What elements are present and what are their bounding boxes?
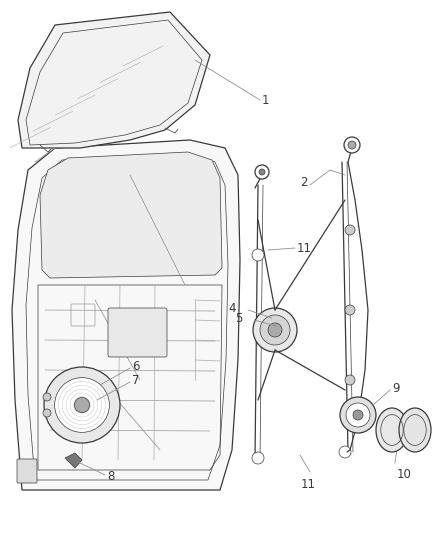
Circle shape [259,169,265,175]
Circle shape [43,409,51,417]
Text: 1: 1 [262,93,269,107]
Text: 10: 10 [397,468,412,481]
Circle shape [345,375,355,385]
Text: 7: 7 [132,374,139,386]
Text: 2: 2 [300,176,308,190]
Circle shape [44,367,120,443]
Ellipse shape [399,408,431,452]
Circle shape [353,410,363,420]
Ellipse shape [376,408,408,452]
Circle shape [345,305,355,315]
Polygon shape [18,12,210,148]
Circle shape [255,165,269,179]
Circle shape [268,323,282,337]
Polygon shape [12,140,240,490]
Circle shape [74,398,90,413]
Circle shape [346,403,370,427]
Circle shape [252,452,264,464]
Polygon shape [40,152,222,278]
Circle shape [340,397,376,433]
Circle shape [43,393,51,401]
Text: 8: 8 [107,471,114,483]
Circle shape [345,225,355,235]
FancyBboxPatch shape [108,308,167,357]
FancyBboxPatch shape [17,459,37,483]
Text: 5: 5 [235,311,242,325]
Circle shape [344,137,360,153]
Circle shape [260,315,290,345]
Circle shape [253,308,297,352]
Text: 11: 11 [297,241,312,254]
Text: 6: 6 [132,359,139,373]
Text: 4: 4 [229,302,236,314]
Circle shape [55,378,110,432]
Text: 9: 9 [392,382,399,394]
Polygon shape [65,453,82,468]
Circle shape [252,249,264,261]
Circle shape [348,141,356,149]
Text: 11: 11 [300,478,315,491]
Circle shape [339,446,351,458]
